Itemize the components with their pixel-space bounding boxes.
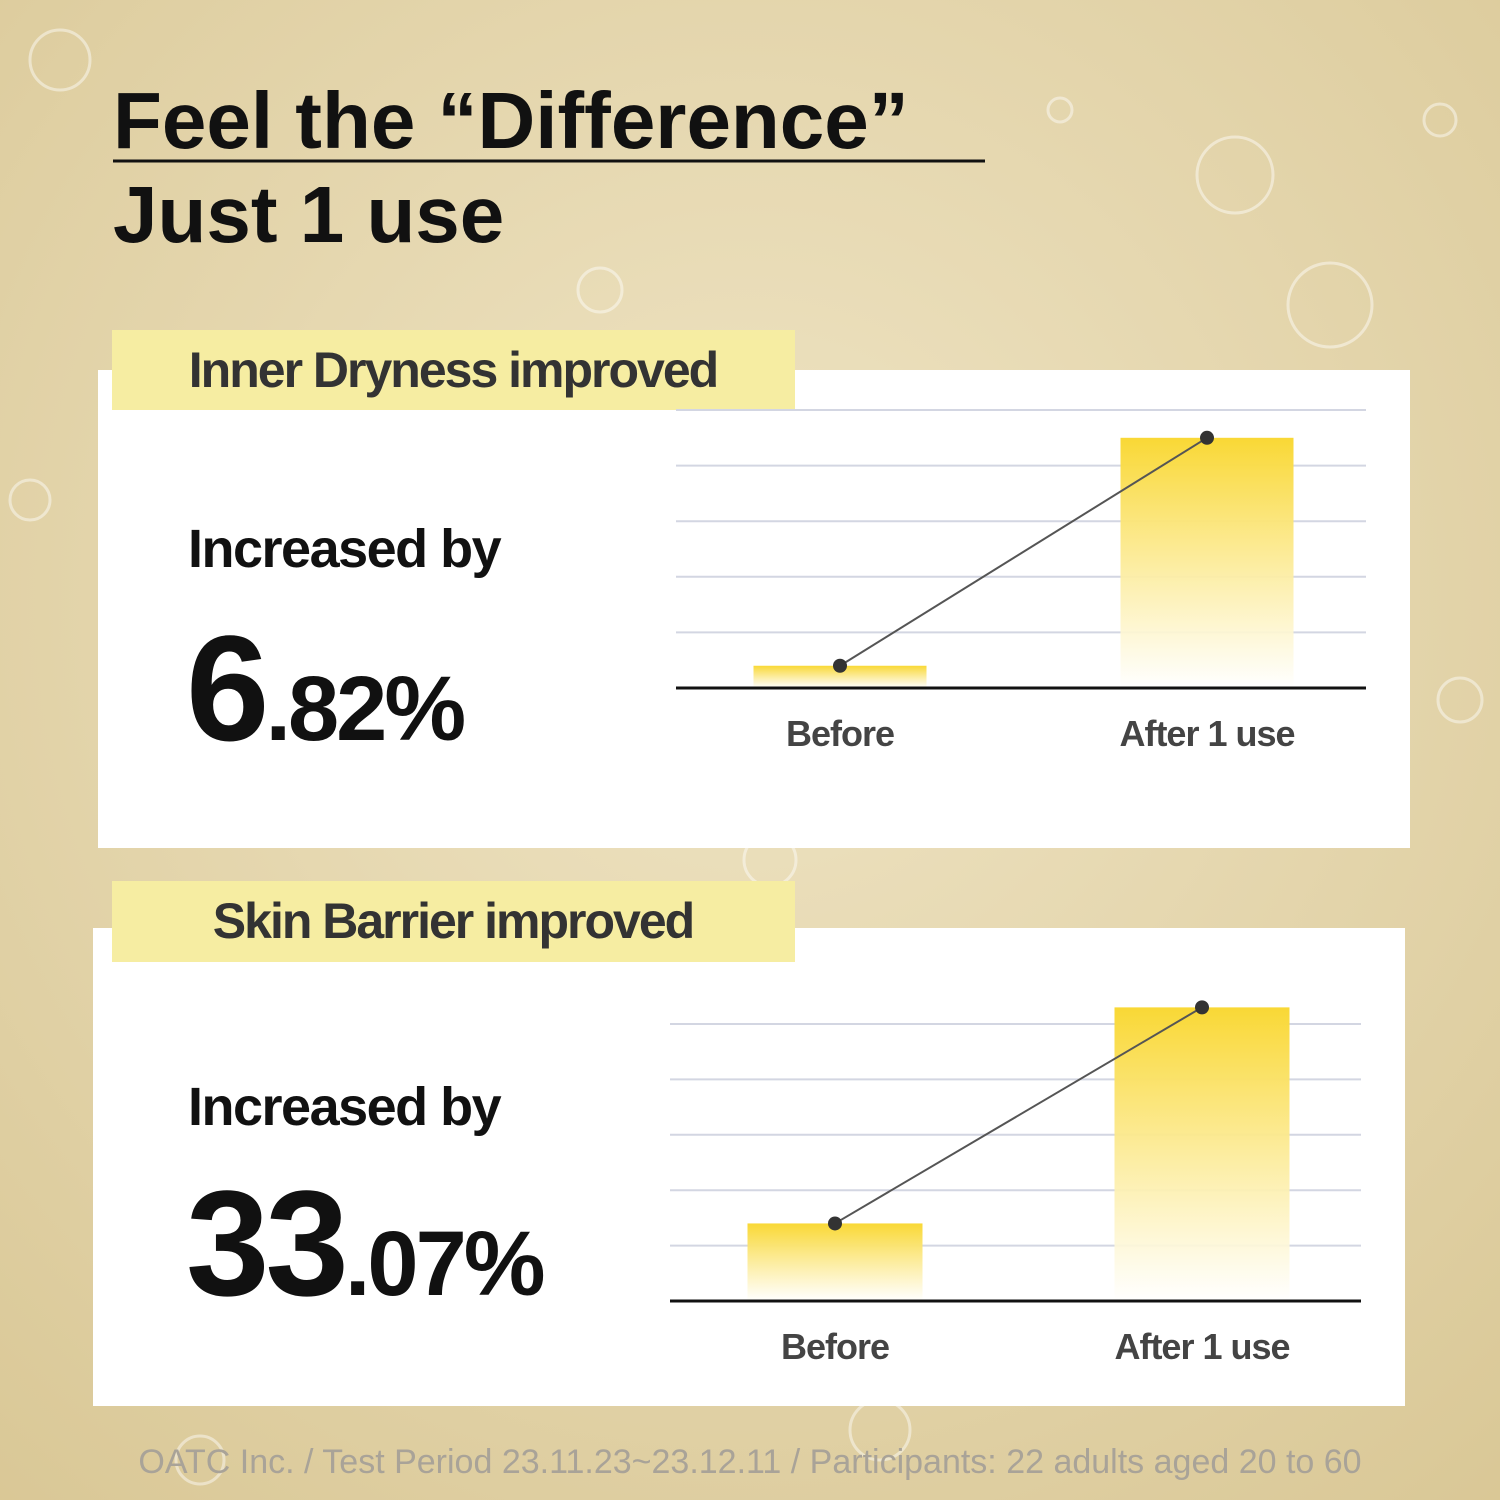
x-tick-label: After 1 use — [1119, 713, 1294, 754]
stat-whole: 6 — [186, 604, 265, 772]
footnote: OATC Inc. / Test Period 23.11.23~23.12.1… — [138, 1443, 1361, 1481]
title-tag — [112, 881, 795, 962]
annotation: Increased by — [188, 519, 502, 579]
point — [833, 658, 847, 673]
stat-fraction: .82% — [265, 658, 464, 760]
stat-whole: 33 — [186, 1159, 345, 1327]
annotation: Increased by — [188, 1077, 502, 1137]
bar — [747, 1223, 923, 1301]
chart-title: Skin Barrier improved — [213, 893, 693, 949]
subtitle: Just 1 use — [113, 170, 504, 259]
stat: 6.82% — [186, 604, 464, 772]
title: Feel the “Difference” — [113, 76, 909, 165]
trend-line — [834, 1006, 1203, 1225]
x-tick-label: Before — [781, 1326, 889, 1367]
trend-line — [839, 436, 1208, 667]
x-tick-label: Before — [786, 713, 894, 754]
point — [828, 1216, 842, 1231]
bubbles — [8, 28, 1484, 1486]
point — [1195, 1000, 1209, 1015]
title-tag — [112, 330, 795, 410]
point — [1200, 430, 1214, 445]
chart-title: Inner Dryness improved — [189, 342, 717, 398]
bar — [1114, 1007, 1290, 1301]
stat: 33.07% — [186, 1159, 544, 1327]
stat-fraction: .07% — [345, 1213, 544, 1315]
bar — [1120, 437, 1294, 688]
x-tick-label: After 1 use — [1114, 1326, 1289, 1367]
bar — [753, 665, 927, 688]
